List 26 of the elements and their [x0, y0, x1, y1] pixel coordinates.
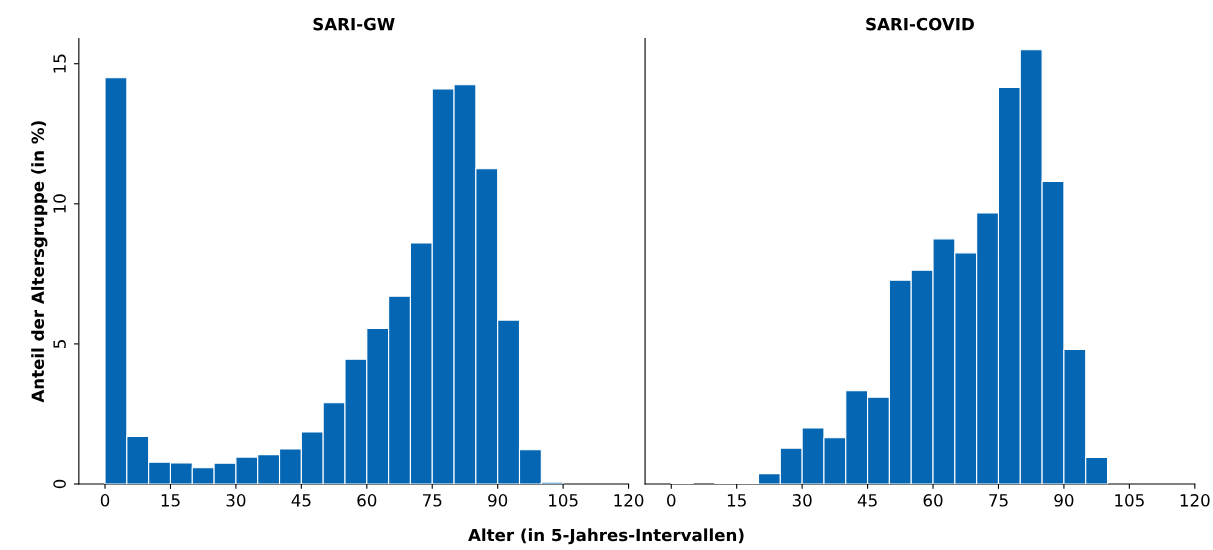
y-tick-label: 15	[53, 54, 66, 73]
x-tick-label: 60	[357, 494, 377, 507]
x-tick-label: 120	[614, 494, 644, 507]
x-tick-label: 105	[549, 494, 578, 507]
x-tick-label: 45	[291, 494, 311, 507]
x-tick-label: 15	[161, 494, 180, 507]
x-tick-label: 60	[923, 494, 943, 507]
x-tick-label: 0	[100, 494, 110, 507]
x-tick-label: 120	[1180, 494, 1210, 507]
x-tick-label: 15	[727, 494, 746, 507]
x-tick-label: 45	[857, 494, 877, 507]
x-tick-label: 75	[989, 494, 1008, 507]
y-tick-label: 10	[53, 194, 66, 213]
x-tick-label: 0	[667, 494, 676, 507]
x-tick-label: 90	[488, 494, 508, 507]
y-axis-title: Anteil der Altersgruppe (in %)	[31, 121, 48, 403]
x-tick-label: 90	[1054, 494, 1074, 507]
x-tick-label: 30	[792, 494, 812, 507]
y-tick-label: 5	[53, 340, 66, 348]
chart-title: SARI-GW	[313, 17, 395, 31]
x-axis-title: Alter (in 5-Jahres-Intervallen)	[468, 528, 744, 545]
x-tick-label: 75	[423, 494, 442, 507]
chart-title: SARI-COVID	[866, 17, 974, 31]
x-tick-label: 105	[1115, 494, 1144, 507]
y-tick-label: 0	[53, 479, 66, 489]
x-tick-label: 30	[226, 494, 246, 507]
